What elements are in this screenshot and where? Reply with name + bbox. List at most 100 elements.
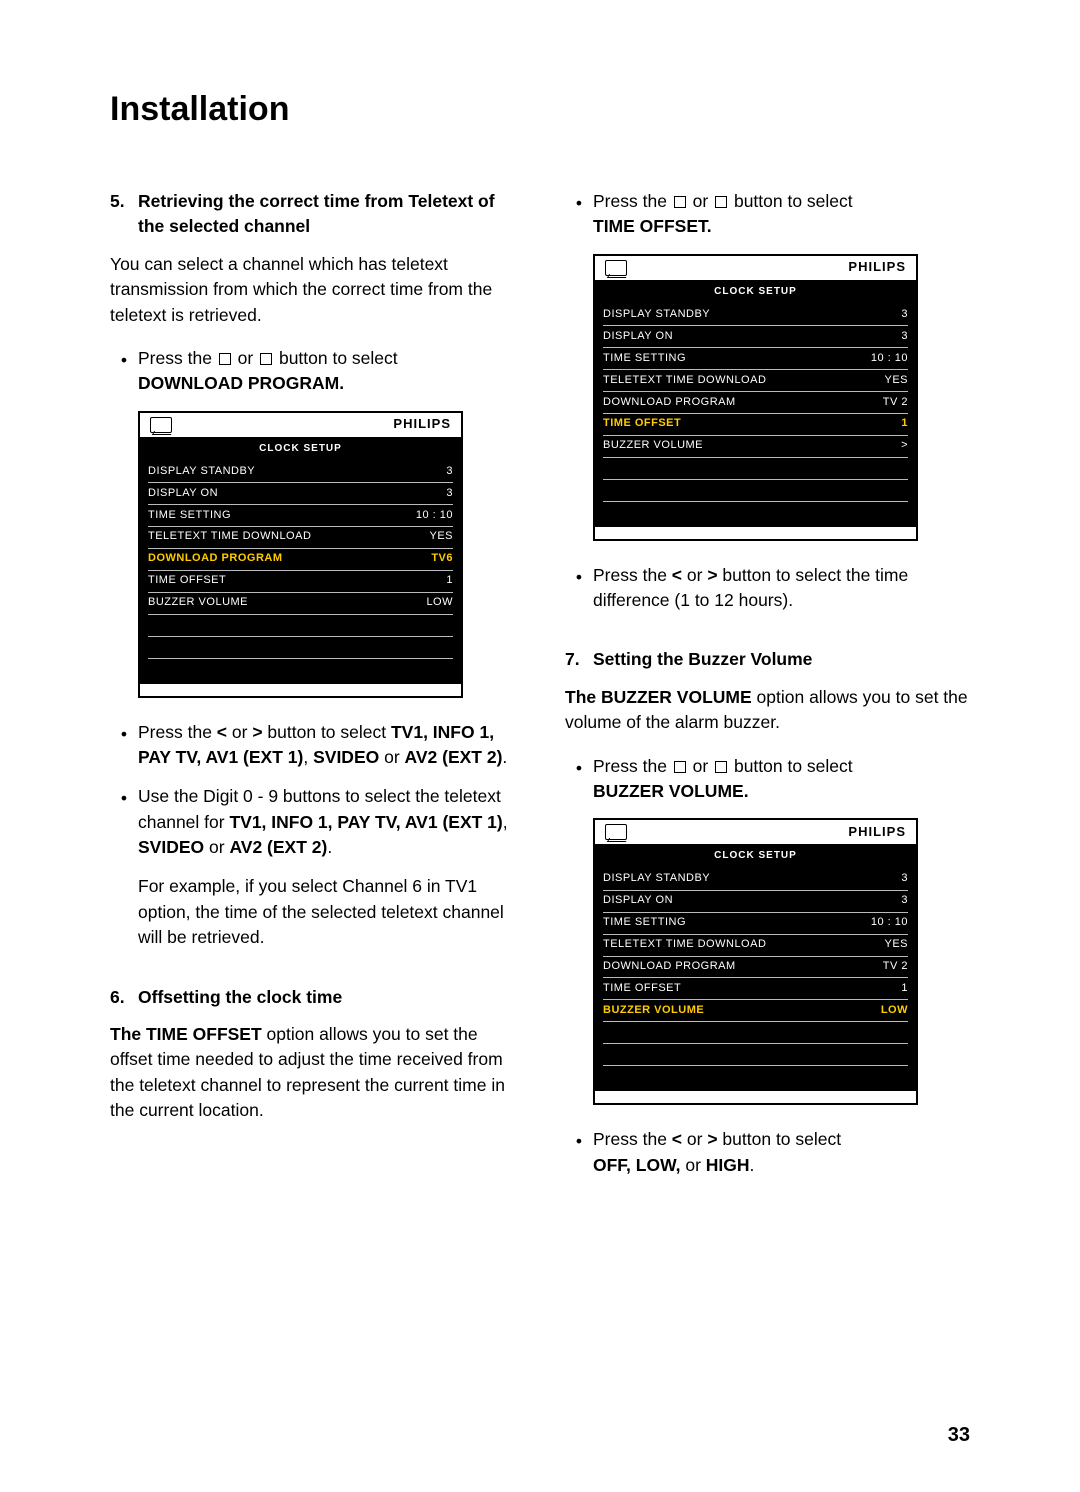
osd-row: DISPLAY ON 3 <box>148 483 453 505</box>
bullet-off-low-high: • Press the < or > button to select OFF,… <box>565 1127 970 1178</box>
osd-row: DOWNLOAD PROGRAMTV 2 <box>603 392 908 414</box>
osd-brand: PHILIPS <box>848 258 906 277</box>
t: SVIDEO <box>313 747 379 767</box>
l: TIME OFFSET <box>603 981 681 997</box>
osd-buzzer-volume: PHILIPS CLOCK SETUP DISPLAY STANDBY3 DIS… <box>593 818 918 1105</box>
osd-footer <box>140 682 461 696</box>
osd-row-empty <box>603 458 908 480</box>
bullet-dot: • <box>565 189 593 240</box>
down-icon <box>260 353 272 365</box>
bullet-time-diff: • Press the < or > button to select the … <box>565 563 970 614</box>
bullet-tv-options: • Press the < or > button to select TV1,… <box>110 720 515 771</box>
t: BUZZER VOLUME. <box>593 781 749 801</box>
l: BUZZER VOLUME <box>603 438 703 454</box>
t: or <box>682 1129 707 1149</box>
osd-download-program: PHILIPS CLOCK SETUP DISPLAY STANDBY3 DIS… <box>138 411 463 698</box>
v: 1 <box>901 981 908 997</box>
step-7-title: Setting the Buzzer Volume <box>593 647 812 672</box>
t: button to select <box>729 191 853 211</box>
v: YES <box>884 373 908 389</box>
t: < <box>672 565 682 585</box>
up-icon <box>674 761 686 773</box>
l: DISPLAY STANDBY <box>148 464 255 480</box>
v: 3 <box>901 307 908 323</box>
t: or <box>204 837 229 857</box>
bullet-text: Press the or button to select BUZZER VOL… <box>593 754 970 805</box>
t: Press the <box>593 756 672 776</box>
osd-row-highlight: DOWNLOAD PROGRAMTV6 <box>148 549 453 571</box>
bullet-dot: • <box>110 784 138 950</box>
t: button to select <box>729 756 853 776</box>
t: button to select <box>274 348 398 368</box>
l: BUZZER VOLUME <box>603 1003 704 1019</box>
left-column: 5. Retrieving the correct time from Tele… <box>110 189 515 1192</box>
l: DISPLAY STANDBY <box>603 871 710 887</box>
page-number: 33 <box>948 1424 970 1447</box>
v: YES <box>884 937 908 953</box>
bullet-time-offset: • Press the or button to select TIME OFF… <box>565 189 970 240</box>
osd-row: TELETEXT TIME DOWNLOADYES <box>148 527 453 549</box>
osd-row: DOWNLOAD PROGRAMTV 2 <box>603 957 908 979</box>
osd-body: DISPLAY STANDBY 3 DISPLAY ON 3 TIME SETTIN… <box>140 459 461 681</box>
down-icon <box>715 761 727 773</box>
t: > <box>707 565 717 585</box>
l: DISPLAY ON <box>603 329 673 345</box>
l: DISPLAY ON <box>148 486 218 502</box>
osd-row: DISPLAY STANDBY 3 <box>148 461 453 483</box>
step-6-desc: The TIME OFFSET option allows you to set… <box>110 1022 515 1124</box>
step-7-num: 7. <box>565 647 593 672</box>
osd-title: CLOCK SETUP <box>595 282 916 303</box>
step-7: 7. Setting the Buzzer Volume <box>565 647 970 672</box>
t: SVIDEO <box>138 837 204 857</box>
t: TV1, INFO 1, PAY TV, AV1 (EXT 1) <box>229 812 502 832</box>
v: 3 <box>446 486 453 502</box>
l: DOWNLOAD PROGRAM <box>148 551 283 567</box>
osd-row-empty <box>148 659 453 680</box>
t: or <box>682 565 707 585</box>
right-column: • Press the or button to select TIME OFF… <box>565 189 970 1192</box>
l: DISPLAY STANDBY <box>603 307 710 323</box>
osd-body: DISPLAY STANDBY3 DISPLAY ON3 TIME SETTIN… <box>595 867 916 1089</box>
t: > <box>707 1129 717 1149</box>
tv-icon <box>150 417 172 433</box>
osd-row: DISPLAY ON 3 <box>603 326 908 348</box>
v: 3 <box>901 329 908 345</box>
t: > <box>252 722 262 742</box>
l: TIME OFFSET <box>148 573 226 589</box>
t: TIME OFFSET. <box>593 216 712 236</box>
t: or <box>688 756 713 776</box>
v: 3 <box>901 893 908 909</box>
t: button to select <box>263 722 391 742</box>
bullet-dot: • <box>565 563 593 614</box>
v: LOW <box>881 1003 908 1019</box>
l: DOWNLOAD PROGRAM <box>603 395 736 411</box>
up-icon <box>219 353 231 365</box>
l: TELETEXT TIME DOWNLOAD <box>148 529 311 545</box>
osd-row: TIME SETTING10 : 10 <box>148 505 453 527</box>
osd-row-empty <box>148 615 453 637</box>
content-columns: 5. Retrieving the correct time from Tele… <box>110 189 970 1192</box>
bullet-text: Press the or button to select TIME OFFSE… <box>593 189 970 240</box>
v: 10 : 10 <box>871 915 908 931</box>
t: OFF, LOW, <box>593 1155 681 1175</box>
osd-title: CLOCK SETUP <box>595 846 916 867</box>
v: 3 <box>446 464 453 480</box>
osd-header: PHILIPS <box>595 256 916 282</box>
osd-row-empty <box>603 1022 908 1044</box>
osd-row: TELETEXT TIME DOWNLOADYES <box>603 370 908 392</box>
tv-icon <box>605 824 627 840</box>
osd-row: BUZZER VOLUME> <box>603 436 908 458</box>
osd-title: CLOCK SETUP <box>140 439 461 460</box>
l: BUZZER VOLUME <box>148 595 248 611</box>
step-5-num: 5. <box>110 189 138 240</box>
t: For example, if you select Channel 6 in … <box>138 876 504 947</box>
l: TIME SETTING <box>603 351 686 367</box>
bullet-text: Press the < or > button to select TV1, I… <box>138 720 515 771</box>
t: . <box>502 747 507 767</box>
osd-brand: PHILIPS <box>848 823 906 842</box>
v: 10 : 10 <box>416 508 453 524</box>
osd-row-highlight: BUZZER VOLUME LOW <box>603 1000 908 1022</box>
osd-row-empty <box>603 1044 908 1066</box>
up-icon <box>674 196 686 208</box>
t: < <box>217 722 227 742</box>
